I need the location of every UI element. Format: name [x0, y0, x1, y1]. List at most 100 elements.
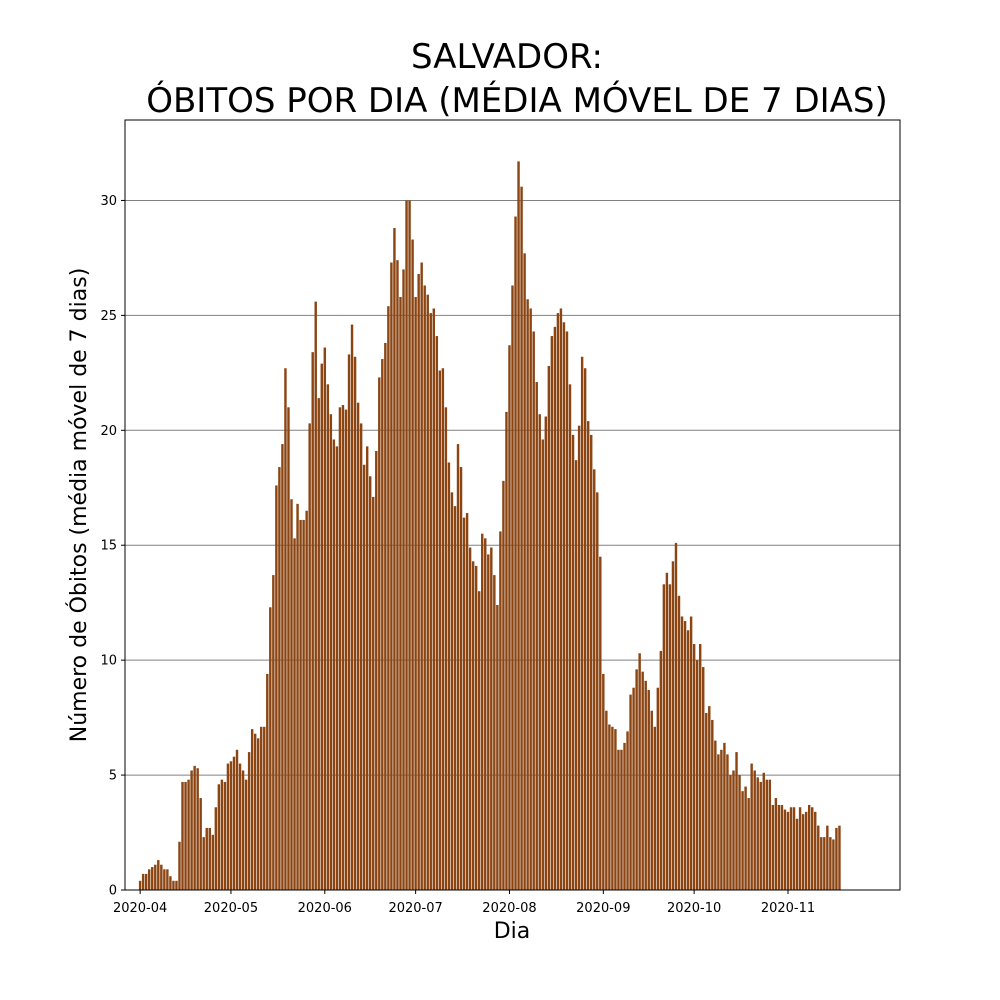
- bar: [184, 781, 187, 890]
- bar: [450, 492, 454, 890]
- bar: [632, 687, 635, 890]
- bar: [692, 644, 696, 890]
- bar: [674, 542, 678, 890]
- bar: [471, 561, 475, 890]
- bar: [553, 326, 557, 890]
- bar: [260, 726, 263, 890]
- bar: [256, 738, 260, 890]
- bar: [801, 814, 805, 890]
- y-tick-label: 0: [109, 884, 117, 899]
- bar: [502, 480, 505, 890]
- bar: [481, 533, 484, 890]
- bar: [178, 841, 181, 890]
- bar: [786, 811, 790, 890]
- bar: [423, 285, 426, 890]
- bar: [235, 749, 239, 890]
- y-tick-label: 30: [100, 194, 117, 209]
- bar: [414, 296, 417, 890]
- bar: [199, 798, 202, 890]
- bar: [250, 729, 254, 890]
- bar: [263, 726, 266, 890]
- bar: [599, 556, 602, 890]
- bar: [590, 434, 593, 890]
- bar: [580, 356, 584, 890]
- x-axis-ticks: 2020-04 2020-05 2020-06 2020-07 2020-08 2020-…: [113, 890, 815, 916]
- bar: [744, 786, 747, 890]
- bar: [562, 322, 566, 890]
- bar: [574, 460, 578, 890]
- bar: [611, 726, 614, 890]
- bar: [717, 754, 720, 890]
- bar: [523, 253, 526, 891]
- bar: [544, 416, 548, 890]
- bar: [774, 798, 778, 890]
- bar: [517, 161, 520, 890]
- bar: [820, 837, 823, 890]
- bar: [341, 405, 345, 890]
- bar: [369, 476, 372, 890]
- bar: [650, 710, 653, 890]
- bar: [783, 809, 787, 890]
- bar: [272, 575, 275, 890]
- bar: [705, 713, 708, 890]
- bar: [229, 761, 233, 890]
- bar: [293, 538, 296, 890]
- bar: [735, 752, 738, 890]
- bar: [205, 827, 208, 890]
- bar: [777, 804, 781, 890]
- bar: [720, 749, 723, 890]
- bar: [323, 347, 327, 890]
- y-tick-label: 5: [109, 769, 117, 784]
- y-tick-label: 15: [100, 539, 117, 554]
- bar: [232, 756, 236, 890]
- bar: [538, 414, 541, 890]
- bar: [241, 770, 245, 890]
- x-tick-label: 2020-10: [667, 901, 721, 916]
- bar: [835, 827, 838, 890]
- bar: [266, 673, 269, 890]
- bar: [208, 827, 211, 890]
- y-tick-label: 10: [100, 654, 117, 669]
- bar: [372, 496, 375, 890]
- bar: [474, 565, 478, 890]
- bar: [417, 274, 420, 890]
- bar: [244, 779, 248, 890]
- bar: [732, 770, 735, 890]
- bar: [520, 186, 523, 890]
- bar: [714, 740, 717, 890]
- bar: [447, 462, 451, 890]
- bar: [656, 687, 660, 890]
- bar: [453, 506, 457, 890]
- bar: [596, 492, 599, 890]
- bar: [308, 423, 311, 890]
- bar: [402, 269, 405, 891]
- bar: [160, 864, 163, 890]
- bar: [653, 726, 656, 890]
- bar: [593, 469, 596, 890]
- bar: [762, 772, 765, 890]
- bar: [686, 630, 690, 890]
- bar: [496, 604, 499, 890]
- bar: [532, 331, 535, 891]
- bar: [807, 804, 811, 890]
- bar: [771, 804, 775, 890]
- bar: [411, 239, 414, 890]
- bar: [381, 359, 384, 890]
- bar: [151, 867, 154, 890]
- bar: [535, 382, 538, 890]
- bar: [814, 811, 817, 890]
- bar: [638, 653, 641, 890]
- bar: [823, 837, 826, 890]
- bar: [617, 749, 620, 890]
- bar: [541, 439, 544, 890]
- bar: [202, 837, 205, 890]
- bar: [838, 825, 841, 890]
- bar: [314, 301, 317, 890]
- bar: [514, 216, 517, 891]
- bar: [332, 439, 336, 890]
- bar: [529, 308, 532, 890]
- bar: [493, 575, 496, 890]
- bar: [753, 770, 756, 890]
- bar: [738, 775, 741, 890]
- bar: [662, 584, 666, 890]
